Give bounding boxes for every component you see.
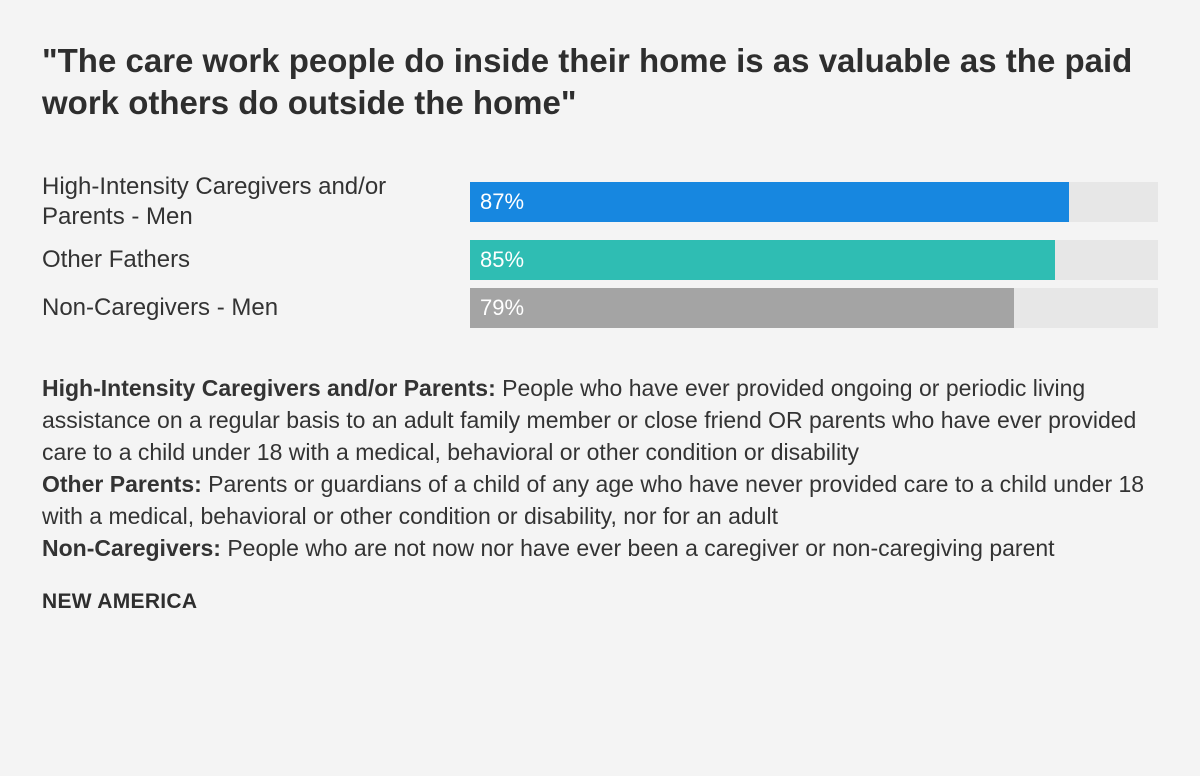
bar-row: Other Fathers 85% [42,240,1158,280]
definition-text: People who are not now nor have ever bee… [220,535,1055,561]
definition-note: High-Intensity Caregivers and/or Parents… [42,372,1158,468]
category-label: Other Fathers [42,246,191,273]
data-label: 85% [480,247,525,272]
bar [470,240,1055,280]
category-label: High-Intensity Caregivers and/or Parents… [42,173,387,230]
bar-track: 87% [470,182,1158,222]
bar-row: High-Intensity Caregivers and/or Parents… [42,172,1158,232]
bar-chart: High-Intensity Caregivers and/or Parents… [42,172,1158,328]
bar [470,182,1069,222]
bar-track: 79% [470,288,1158,328]
definition-note: Other Parents: Parents or guardians of a… [42,468,1158,532]
definition-note: Non-Caregivers: People who are not now n… [42,532,1158,564]
definitions: High-Intensity Caregivers and/or Parents… [42,372,1158,564]
definition-term: Other Parents: [42,471,202,497]
definition-text: People who have ever provided ongoing or… [42,375,1137,465]
source-label: NEW AMERICA [42,590,198,613]
bar [470,288,1014,328]
definition-text: Parents or guardians of a child of any a… [42,471,1145,529]
bar-track: 85% [470,240,1158,280]
data-label: 79% [480,295,525,320]
category-label: Non-Caregivers - Men [42,294,279,321]
chart-title: "The care work people do inside their ho… [42,42,1133,121]
definition-term: Non-Caregivers: [42,535,221,561]
definition-term: High-Intensity Caregivers and/or Parents… [42,375,496,401]
bar-row: Non-Caregivers - Men 79% [42,288,1158,328]
data-label: 87% [480,189,525,214]
